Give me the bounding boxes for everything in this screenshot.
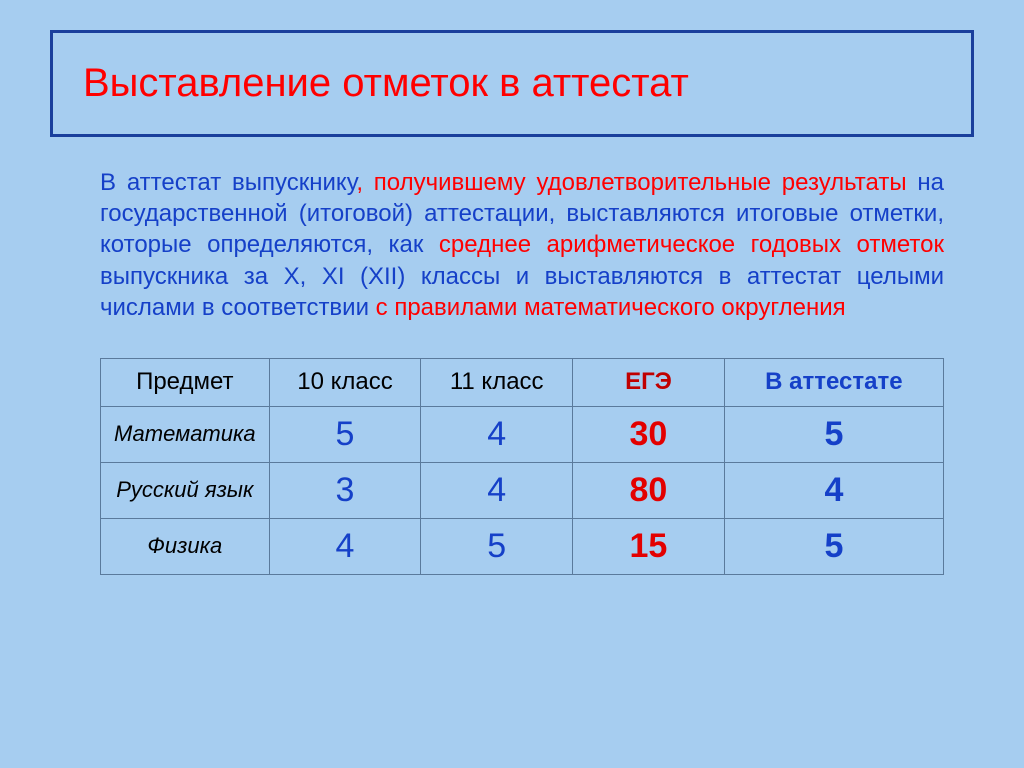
slide: Выставление отметок в аттестат В аттеста… — [0, 0, 1024, 575]
cell-cert: 5 — [724, 518, 943, 574]
text-segment: В аттестат выпускнику — [100, 169, 356, 196]
grades-table: Предмет 10 класс 11 класс ЕГЭ В аттестат… — [100, 358, 944, 575]
cell-subject: Русский язык — [101, 462, 270, 518]
cell-grade11: 5 — [421, 518, 573, 574]
cell-ege: 80 — [573, 462, 725, 518]
cell-ege: 30 — [573, 406, 725, 462]
cell-cert: 4 — [724, 462, 943, 518]
page-title: Выставление отметок в аттестат — [73, 61, 951, 106]
col-header-ege: ЕГЭ — [573, 358, 725, 406]
cell-grade10: 3 — [269, 462, 421, 518]
table-row: Русский язык 3 4 80 4 — [101, 462, 944, 518]
text-segment-red: среднее арифметическое годовых отметок — [439, 231, 944, 258]
cell-grade11: 4 — [421, 406, 573, 462]
cell-cert: 5 — [724, 406, 943, 462]
table-header-row: Предмет 10 класс 11 класс ЕГЭ В аттестат… — [101, 358, 944, 406]
text-segment-red: удовлетворительные результаты — [536, 169, 906, 196]
cell-ege: 15 — [573, 518, 725, 574]
description-paragraph: В аттестат выпускнику, получившему удовл… — [50, 167, 974, 323]
cell-subject: Физика — [101, 518, 270, 574]
text-segment-red: , получившему — [356, 169, 536, 196]
cell-grade10: 4 — [269, 518, 421, 574]
col-header-grade10: 10 класс — [269, 358, 421, 406]
cell-grade10: 5 — [269, 406, 421, 462]
grades-table-container: Предмет 10 класс 11 класс ЕГЭ В аттестат… — [50, 358, 974, 575]
col-header-cert: В аттестате — [724, 358, 943, 406]
cell-grade11: 4 — [421, 462, 573, 518]
table-row: Математика 5 4 30 5 — [101, 406, 944, 462]
table-row: Физика 4 5 15 5 — [101, 518, 944, 574]
title-box: Выставление отметок в аттестат — [50, 30, 974, 137]
col-header-grade11: 11 класс — [421, 358, 573, 406]
text-segment-red: с правилами математического округления — [376, 294, 846, 321]
col-header-subject: Предмет — [101, 358, 270, 406]
cell-subject: Математика — [101, 406, 270, 462]
